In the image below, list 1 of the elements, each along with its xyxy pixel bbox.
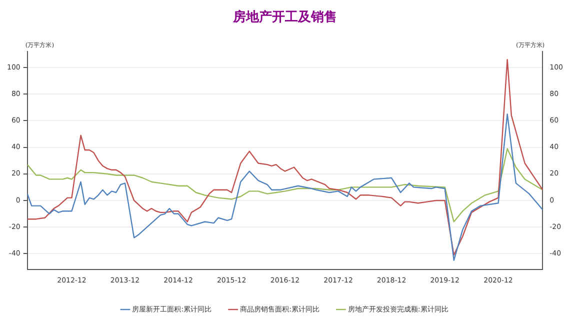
chart-title: 房地产开工及销售	[232, 9, 337, 26]
